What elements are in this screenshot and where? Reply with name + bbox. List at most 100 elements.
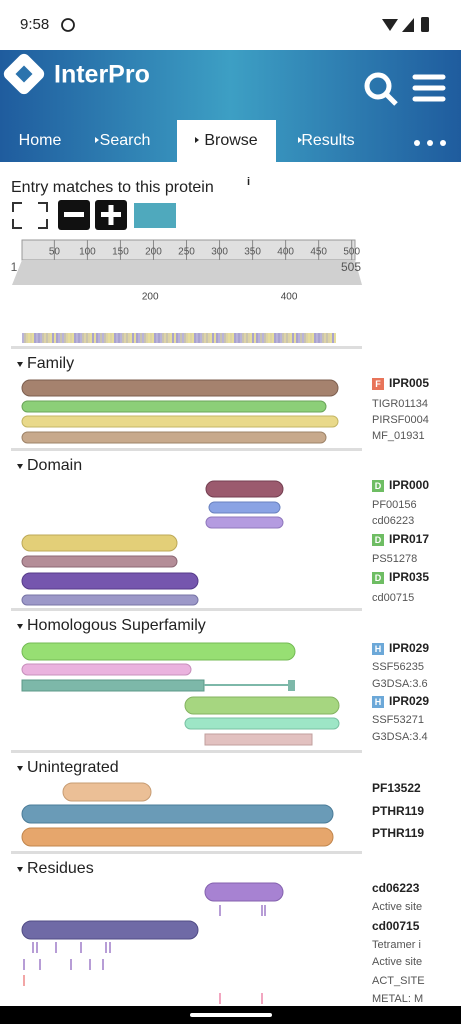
home-indicator[interactable] [190,1013,272,1017]
sequence-cell [238,333,240,343]
entry-member[interactable]: PF00156 [372,499,417,511]
sequence-cell [96,333,98,343]
sequence-cell [330,333,332,343]
collapse-triangle[interactable] [17,766,23,771]
entry-id[interactable]: IPR005 [389,376,429,390]
color-button[interactable] [134,203,176,228]
section-title: Residues [27,860,94,877]
entry-badge-letter: H [375,697,382,707]
entry-member[interactable]: Active site [372,901,422,913]
entry-member[interactable]: ACT_SITE [372,975,425,987]
sequence-cell [112,333,114,343]
collapse-triangle[interactable] [17,464,23,469]
sequence-cell [244,333,246,343]
entry-id[interactable]: IPR029 [389,641,429,655]
sequence-cell [318,333,320,343]
entry-id[interactable]: cd00715 [372,919,420,933]
sequence-cell [184,333,186,343]
entry-member[interactable]: MF_01931 [372,430,425,442]
entry-badge [372,534,384,546]
menu-icon[interactable] [412,74,446,102]
sequence-cell [24,333,26,343]
sequence-cell [212,333,214,343]
entry-member[interactable]: SSF53271 [372,714,424,726]
sequence-cell [312,333,314,343]
sequence-cell [200,333,202,343]
entry-id[interactable]: cd06223 [372,881,420,895]
entry-id[interactable]: IPR017 [389,532,429,546]
entry-member[interactable]: cd06223 [372,515,414,527]
sequence-cell [160,333,162,343]
active-tab[interactable] [177,120,276,162]
search-icon[interactable] [364,72,398,106]
sequence-cell [216,333,218,343]
entry-badge [372,480,384,492]
tab-arrow [95,137,99,143]
collapse-triangle[interactable] [17,624,23,629]
entry-badge-letter: D [375,481,382,491]
sequence-cell [276,333,278,343]
collapse-triangle[interactable] [17,362,23,367]
toolbar [12,200,176,230]
nav-tab[interactable]: Browse [204,132,257,149]
sequence-cell [290,333,292,343]
sequence-cell [282,333,284,343]
sequence-cell [232,333,234,343]
sequence-cell [260,333,262,343]
sequence-cell [84,333,86,343]
sequence-cell [36,333,38,343]
ruler-tick-label: 200 [145,247,162,258]
sequence-cell [68,333,70,343]
sequence-cell [258,333,260,343]
entry-member[interactable]: Active site [372,956,422,968]
entry-labels: H IPR029 SSF56235 G3DSA:3.6 H IPR029 SSF53271 G… [372,641,429,743]
nav-tab[interactable]: Search [100,132,151,149]
entry-id[interactable]: PF13522 [372,781,421,795]
entry-member[interactable]: G3DSA:3.4 [372,731,428,743]
sequence-cell [226,333,228,343]
section-title: Domain [27,457,82,474]
sequence-cell [108,333,110,343]
sequence-cell [306,333,308,343]
entry-badge-letter: D [375,535,382,545]
entry-member[interactable]: TIGR01134 [372,398,428,410]
collapse-triangle[interactable] [17,867,23,872]
sequence-cell [172,333,174,343]
entry-member[interactable]: PS51278 [372,553,417,565]
entry-member[interactable]: Tetramer i [372,939,421,951]
entry-member[interactable]: SSF56235 [372,661,424,673]
sequence-cell [104,333,106,343]
nav-tab[interactable]: Results [301,132,354,149]
sequence-cell [158,333,160,343]
ruler-tick-label: 450 [310,247,327,258]
entry-member[interactable]: METAL: M [372,993,423,1005]
entry-member[interactable]: G3DSA:3.6 [372,678,428,690]
entry-labels: F IPR005 TIGR01134 PIRSF0004 MF_01931 [372,376,429,442]
more-dots[interactable] [414,140,446,146]
sequence-cell [166,333,168,343]
section-title: Homologous Superfamily [27,617,206,634]
sequence-cell [220,333,222,343]
ruler-tick-label: 500 [343,247,360,258]
logo[interactable] [1,51,46,96]
sequence-cell [328,333,330,343]
entry-id[interactable]: PTHR119 [372,804,424,818]
sequence-cell [46,333,48,343]
entry-id[interactable]: IPR029 [389,694,429,708]
entry-id[interactable]: PTHR119 [372,826,424,840]
ruler-tick-label: 250 [178,247,195,258]
entry-member[interactable]: PIRSF0004 [372,414,429,426]
tracks [21,379,340,1004]
entry-member[interactable]: cd00715 [372,592,414,604]
sequence-cell [186,333,188,343]
entry-labels: D IPR000 PF00156 cd06223 D IPR017 PS51278 D IPR0… [372,478,429,604]
entry-id[interactable]: IPR000 [389,478,429,492]
entry-id[interactable]: IPR035 [389,570,429,584]
sequence-cell [176,333,178,343]
ruler-tick-label: 350 [244,247,261,258]
fullscreen-button[interactable] [12,202,48,229]
sequence-cell [92,333,94,343]
sequence-cell [248,333,250,343]
sequence-cell [266,333,268,343]
nav-tab[interactable]: Home [19,132,62,149]
